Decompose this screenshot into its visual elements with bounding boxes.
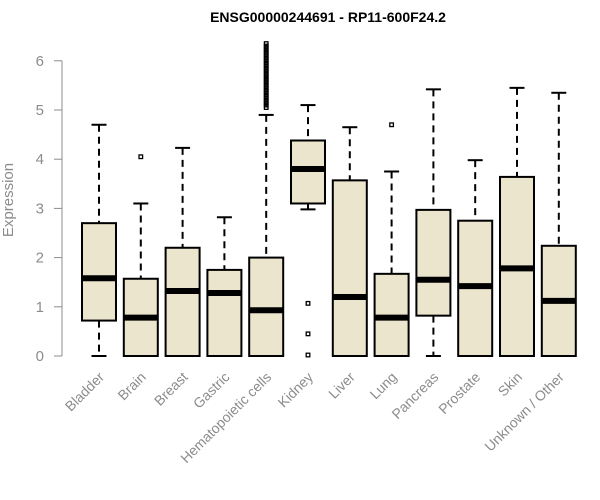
chart-title: ENSG00000244691 - RP11-600F24.2: [210, 9, 446, 25]
x-tick-label: Lung: [366, 369, 399, 402]
iqr-box: [248, 256, 285, 358]
outlier-point: [263, 68, 269, 74]
outlier-point: [263, 80, 269, 86]
y-tick-label: 1: [36, 299, 44, 316]
box-breast: [164, 146, 201, 357]
y-axis: 0 1 2 3 4 5 6: [36, 53, 63, 365]
outlier-point: [263, 102, 269, 108]
outlier-point: [263, 105, 269, 110]
iqr-box: [81, 222, 117, 322]
outlier-point: [263, 53, 269, 59]
boxes-group: [81, 41, 577, 358]
y-tick-label: 2: [36, 250, 44, 267]
box-bladder: [81, 123, 117, 357]
outlier-point: [263, 92, 269, 98]
outlier-point: [263, 48, 269, 54]
iqr-box: [164, 246, 201, 357]
y-tick-label: 3: [36, 200, 44, 217]
outlier-point: [263, 73, 269, 79]
outlier-point: [263, 87, 269, 93]
box-unknown-other: [540, 91, 577, 358]
outlier-point: [305, 331, 311, 337]
x-tick-label: Unknown / Other: [481, 369, 567, 455]
x-tick-label: Kidney: [275, 369, 317, 411]
outlier-point: [263, 58, 269, 64]
outlier-point: [263, 70, 269, 76]
x-tick-label: Breast: [151, 369, 191, 409]
box-prostate: [457, 159, 494, 357]
outlier-point: [263, 85, 269, 91]
outlier-point: [389, 122, 395, 128]
x-tick-label: Brain: [114, 369, 148, 403]
box-skin: [499, 86, 535, 357]
outlier-point: [138, 154, 144, 160]
x-tick-label: Liver: [325, 369, 358, 402]
outlier-point: [263, 100, 269, 106]
y-tick-label: 6: [36, 53, 44, 70]
outlier-point: [263, 65, 269, 71]
box-brain: [122, 154, 159, 358]
outlier-point: [263, 60, 269, 66]
iqr-box: [331, 179, 368, 357]
outlier-point: [263, 46, 269, 51]
outlier-point: [263, 50, 269, 56]
outlier-point: [263, 41, 269, 47]
outlier-point: [263, 78, 269, 83]
iqr-box: [206, 268, 243, 357]
outlier-point: [263, 82, 269, 88]
x-tick-label: Prostate: [435, 369, 483, 417]
iqr-box: [415, 208, 452, 317]
y-tick-label: 4: [36, 151, 44, 168]
box-kidney: [290, 104, 326, 358]
outlier-point: [263, 63, 269, 69]
y-tick-label: 0: [36, 348, 44, 365]
outlier-point: [305, 352, 311, 358]
y-tick-label: 5: [36, 102, 44, 119]
outlier-point: [263, 55, 269, 61]
outlier-point: [263, 95, 269, 101]
x-tick-label: Bladder: [62, 369, 108, 415]
box-liver: [331, 126, 368, 357]
y-axis-label: Expression: [0, 163, 17, 237]
x-tick-label: Skin: [495, 369, 526, 400]
outlier-point: [263, 75, 269, 81]
outlier-point: [263, 43, 269, 49]
box-hematopoietic-cells: [248, 41, 285, 358]
box-lung: [373, 122, 410, 357]
outlier-point: [263, 97, 269, 103]
box-gastric: [206, 216, 243, 357]
outlier-point: [305, 300, 311, 306]
box-pancreas: [415, 88, 452, 357]
outlier-point: [263, 90, 269, 96]
